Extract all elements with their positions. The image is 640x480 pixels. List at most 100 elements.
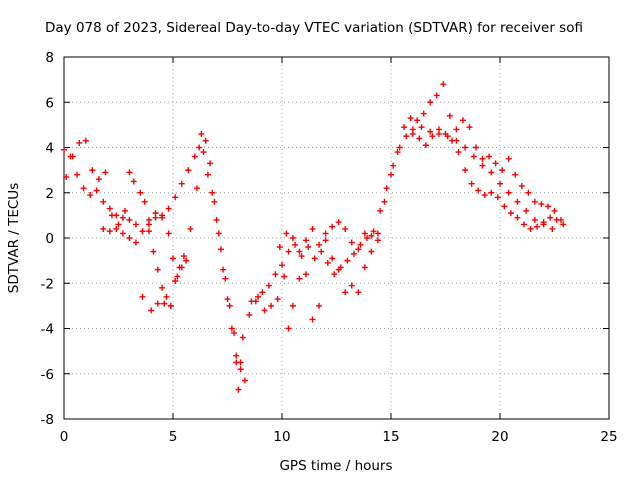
- data-point-marker: [514, 214, 521, 221]
- data-point-marker: [455, 149, 462, 156]
- data-point-marker: [370, 228, 377, 235]
- data-point-marker: [130, 178, 137, 185]
- data-point-marker: [172, 277, 179, 284]
- data-point-marker: [324, 259, 331, 266]
- data-point-marker: [224, 296, 231, 303]
- data-point-marker: [497, 180, 503, 187]
- data-point-marker: [89, 167, 96, 174]
- data-point-marker: [285, 248, 292, 255]
- data-point-marker: [418, 124, 425, 131]
- data-point-marker: [433, 92, 440, 99]
- data-point-marker: [499, 167, 506, 174]
- data-point-marker: [527, 225, 534, 232]
- data-point-marker: [207, 160, 214, 167]
- data-point-marker: [322, 237, 329, 244]
- data-point-marker: [126, 169, 133, 176]
- y-tick-label: 0: [45, 231, 54, 247]
- data-point-marker: [316, 302, 323, 309]
- data-point-marker: [444, 133, 451, 140]
- data-point-marker: [329, 255, 336, 262]
- data-point-marker: [191, 153, 198, 160]
- data-point-marker: [459, 117, 466, 124]
- data-point-marker: [292, 241, 299, 248]
- data-point-marker: [520, 221, 527, 228]
- data-point-marker: [139, 293, 146, 300]
- data-point-marker: [211, 198, 218, 205]
- data-point-marker: [178, 180, 185, 187]
- data-point-marker: [473, 144, 480, 151]
- y-tick-label: 6: [45, 95, 54, 111]
- data-point-marker: [453, 137, 460, 144]
- data-point-marker: [475, 187, 482, 194]
- data-point-marker: [76, 139, 83, 146]
- data-point-marker: [69, 153, 76, 160]
- data-point-marker: [309, 225, 316, 232]
- data-point-marker: [148, 307, 155, 314]
- x-tick-label: 5: [169, 429, 178, 445]
- data-point-marker: [525, 189, 532, 196]
- data-point-marker: [82, 137, 89, 144]
- data-point-marker: [538, 201, 545, 208]
- data-point-marker: [163, 293, 170, 300]
- data-point-marker: [348, 282, 355, 289]
- data-point-marker: [193, 185, 200, 192]
- data-point-marker: [152, 210, 159, 217]
- data-point-marker: [501, 203, 508, 210]
- y-tick-label: -4: [41, 322, 54, 338]
- data-point-marker: [505, 155, 512, 162]
- data-point-marker: [355, 246, 362, 253]
- data-point-marker: [316, 241, 323, 248]
- data-point-marker: [159, 284, 166, 291]
- y-tick-label: -8: [41, 412, 54, 428]
- axis-ticks: 0 5 10 15 20 25 -8 -6 -4 -2 0 2 4 6 8: [41, 50, 618, 445]
- data-point-marker: [61, 146, 67, 153]
- data-point-marker: [403, 133, 410, 140]
- data-point-marker: [146, 228, 153, 235]
- data-point-marker: [318, 248, 325, 255]
- data-point-marker: [335, 219, 342, 226]
- data-point-marker: [154, 300, 161, 307]
- data-point-marker: [453, 126, 460, 133]
- data-point-marker: [115, 221, 122, 228]
- data-point-marker: [466, 124, 473, 131]
- data-point-marker: [368, 232, 375, 239]
- data-point-marker: [132, 239, 139, 246]
- x-axis-label: GPS time / hours: [279, 458, 392, 474]
- data-point-marker: [355, 289, 362, 296]
- data-point-marker: [154, 266, 161, 273]
- data-point-marker: [350, 250, 357, 257]
- data-point-marker: [222, 275, 229, 282]
- data-point-marker: [113, 225, 120, 232]
- x-tick-label: 15: [382, 429, 399, 445]
- y-tick-label: 8: [45, 50, 54, 66]
- grid-lines: [64, 57, 609, 419]
- data-point-marker: [268, 302, 275, 309]
- data-point-marker: [381, 198, 388, 205]
- y-tick-label: 2: [45, 186, 54, 202]
- data-point-marker: [172, 194, 179, 201]
- data-point-marker: [357, 241, 364, 248]
- data-point-marker: [119, 230, 126, 237]
- data-point-marker: [93, 187, 100, 194]
- data-point-marker: [126, 235, 133, 241]
- y-tick-label: -2: [41, 276, 54, 292]
- data-point-marker: [106, 205, 113, 212]
- data-point-marker: [540, 221, 547, 228]
- data-point-marker: [139, 228, 146, 235]
- data-point-marker: [159, 214, 166, 221]
- data-point-marker: [87, 192, 94, 199]
- data-point-marker: [248, 298, 255, 305]
- data-point-marker: [235, 386, 242, 393]
- data-point-marker: [226, 302, 233, 309]
- data-point-marker: [344, 257, 351, 264]
- data-point-marker: [470, 153, 477, 160]
- data-point-marker: [174, 273, 181, 280]
- data-point-marker: [279, 262, 285, 269]
- data-point-marker: [274, 296, 281, 303]
- data-point-marker: [74, 171, 81, 178]
- y-axis-label: SDTVAR / TECUs: [6, 183, 22, 293]
- data-point-marker: [311, 255, 318, 262]
- data-point-marker: [228, 325, 235, 332]
- data-point-marker: [167, 302, 174, 309]
- data-point-marker: [547, 214, 554, 221]
